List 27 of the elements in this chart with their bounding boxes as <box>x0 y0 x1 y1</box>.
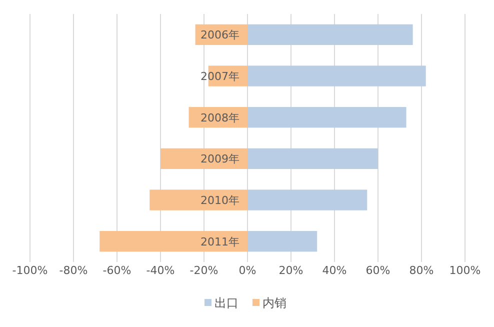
y-tick-label: 2011年 <box>200 235 240 248</box>
bar <box>248 24 413 45</box>
y-tick-label: 2006年 <box>200 28 240 42</box>
y-tick-label: 2008年 <box>200 111 240 124</box>
bar <box>248 148 378 169</box>
x-tick-label: 20% <box>278 264 304 277</box>
x-tick-label: 80% <box>409 264 434 277</box>
y-tick-label: 2009年 <box>200 152 240 166</box>
y-tick-label: 2010年 <box>200 194 240 207</box>
x-tick-label: 60% <box>366 264 390 277</box>
x-tick-label: -40% <box>146 264 175 277</box>
bar <box>248 107 406 128</box>
bar <box>160 148 248 169</box>
bar <box>248 190 368 210</box>
bar <box>150 190 248 210</box>
x-tick-label: 0% <box>238 264 256 277</box>
x-tick-label: 40% <box>322 264 347 277</box>
x-tick-label: 100% <box>449 264 481 277</box>
x-tick-label: -80% <box>59 264 88 277</box>
legend-label: 出口 <box>214 296 238 310</box>
legend-label: 内销 <box>262 296 286 310</box>
x-tick-label: -60% <box>102 264 132 277</box>
x-tick-label: -100% <box>12 264 48 277</box>
bar <box>248 66 426 86</box>
bar <box>248 231 318 252</box>
bar <box>100 231 248 252</box>
x-tick-label: -20% <box>190 264 218 277</box>
